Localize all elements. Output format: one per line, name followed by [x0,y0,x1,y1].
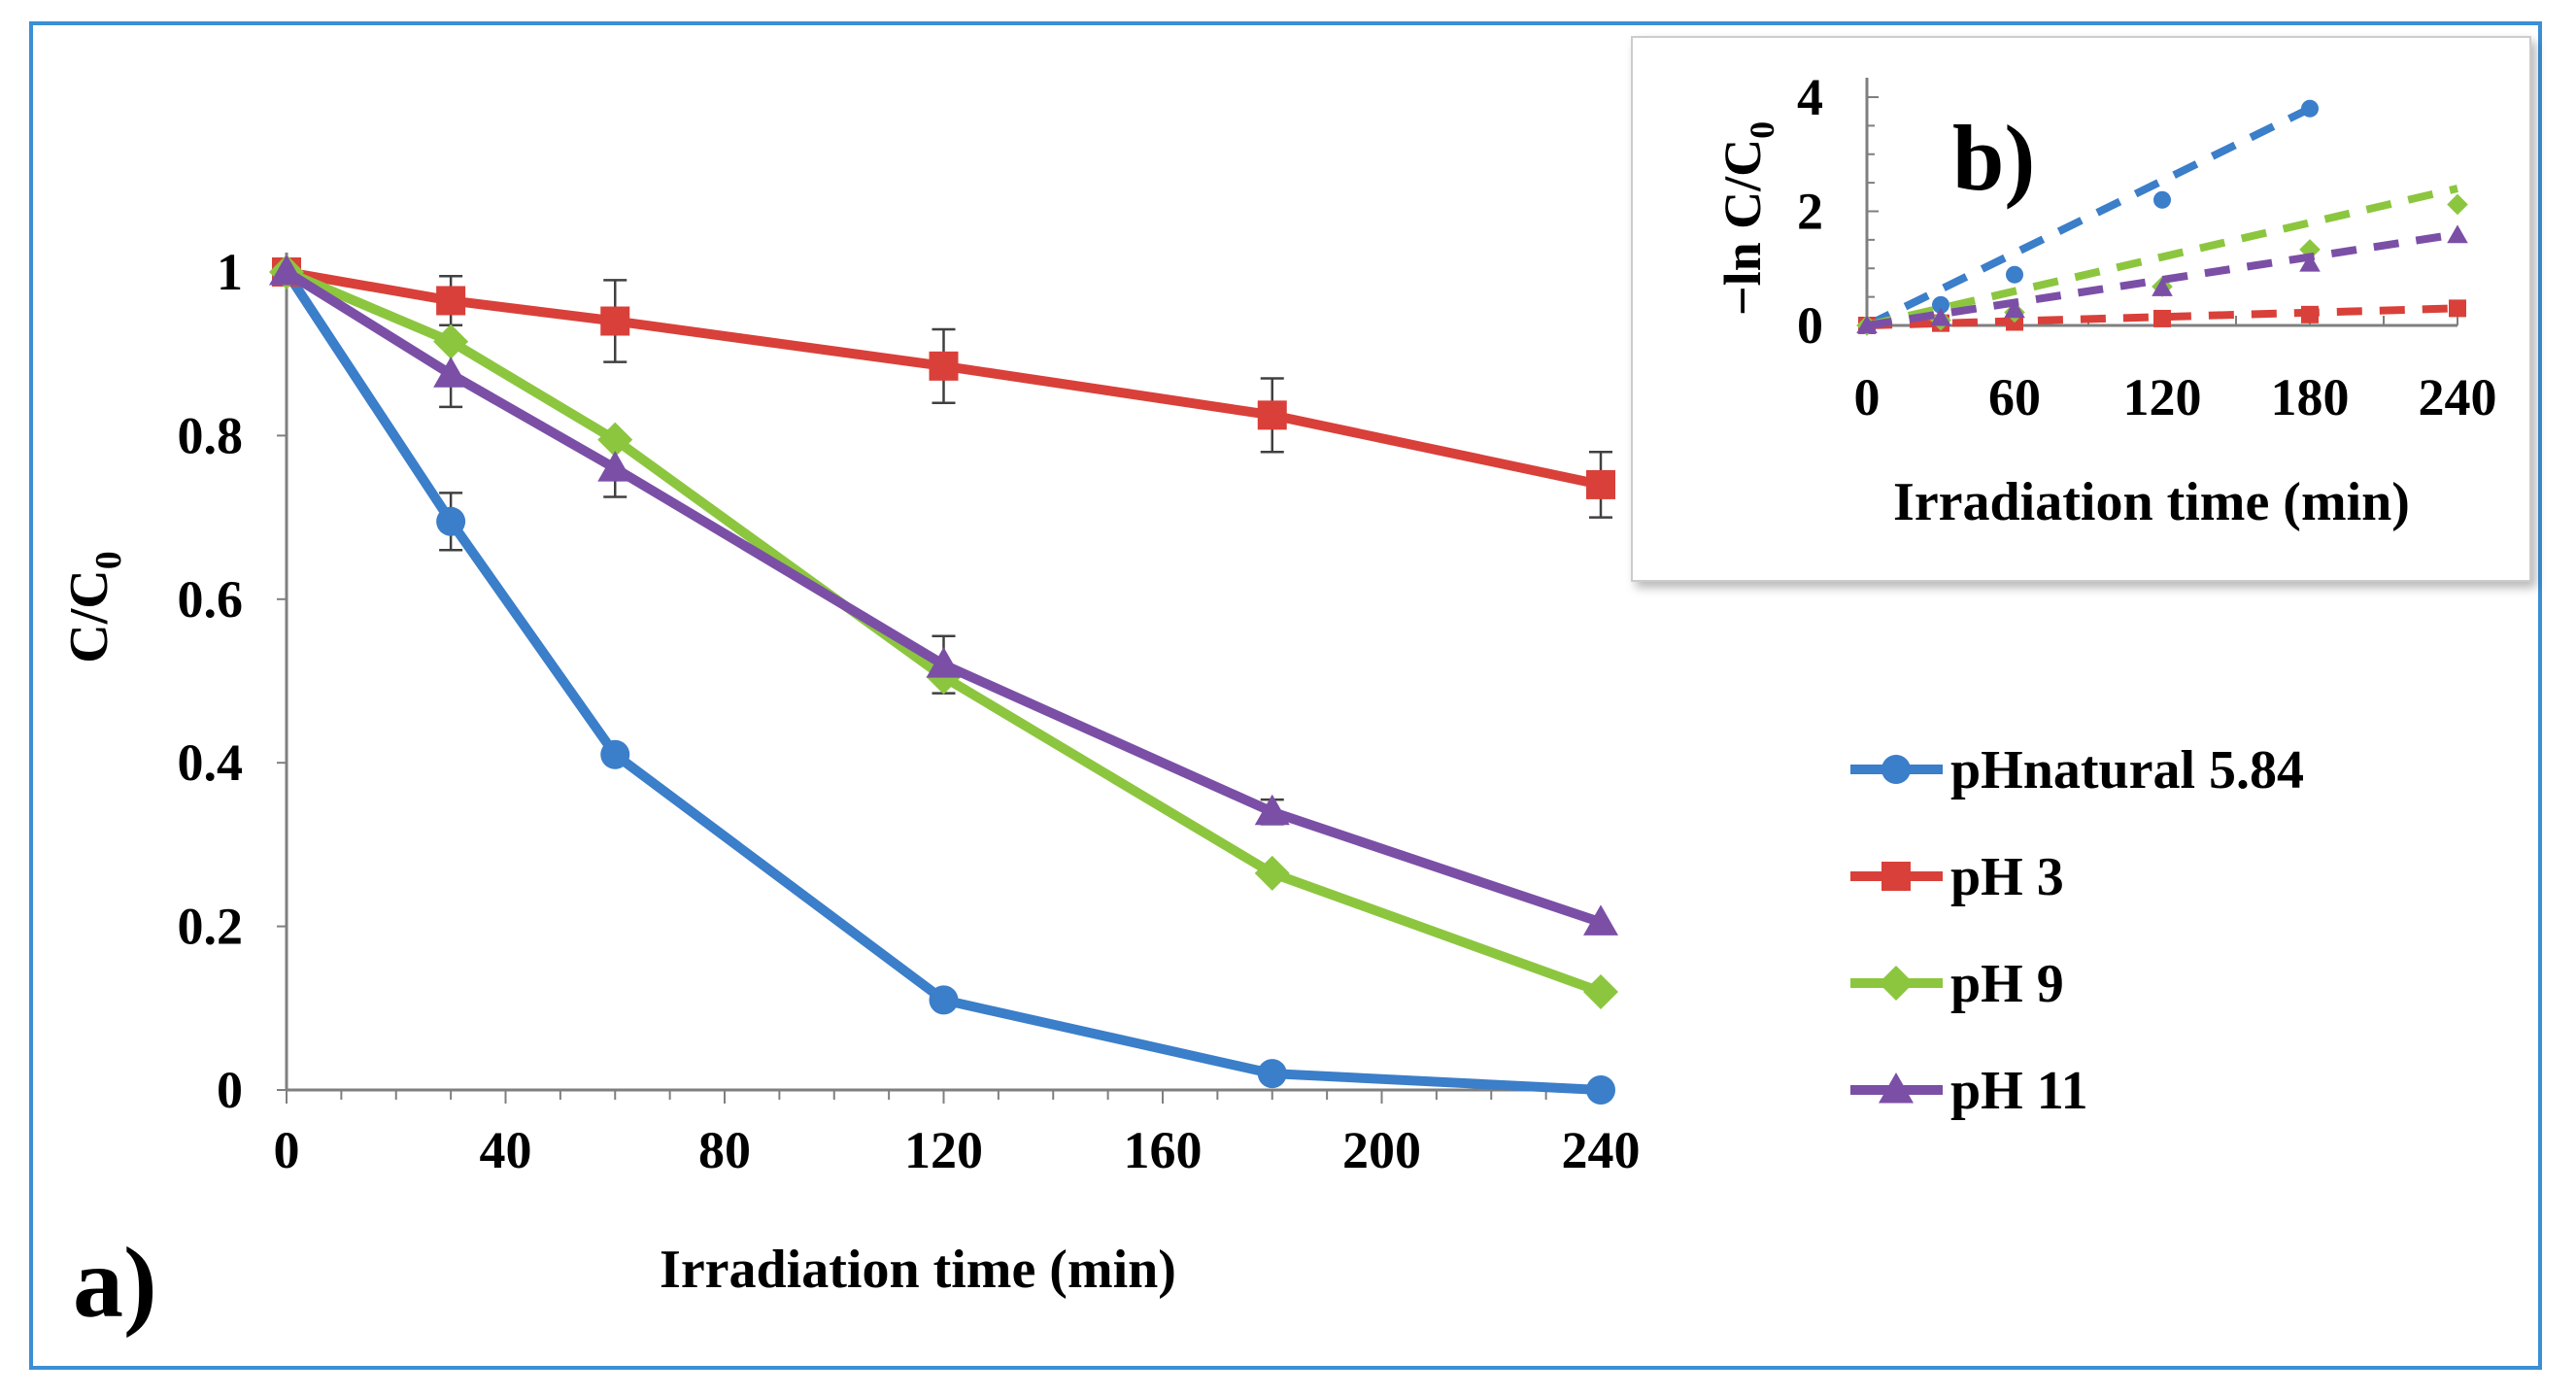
data-point-ph-9 [433,323,469,359]
inset-data-point-ph-3 [2449,299,2466,318]
panel-b-x-tick-label: 60 [1988,368,2041,426]
legend-item-phnatural-5-84: pHnatural 5.84 [1850,740,2304,800]
trendline-ph-9 [1866,185,2458,329]
inset-data-point-ph-3 [2301,305,2319,323]
panel-a-x-axis-label: Irradiation time (min) [660,1240,1176,1300]
data-point-phnatural-5-84 [1257,1059,1287,1089]
panel-a-x-tick-label: 40 [480,1121,532,1179]
data-point-ph-11 [269,255,304,286]
legend: pHnatural 5.84 pH 3 pH 9 pH 11 [1850,740,2304,1121]
legend-marker-phnatural-5-84 [1881,755,1911,784]
data-point-ph-3 [1257,400,1287,430]
legend-label-ph-9: pH 9 [1950,954,2064,1014]
panel-b-y-tick-label: 4 [1797,68,1823,126]
panel-a-x-tick-label: 0 [274,1121,300,1179]
data-point-ph-3 [436,286,466,316]
inset-data-point-phnatural-5-84 [2301,99,2319,118]
panel-a-label: a) [73,1227,157,1339]
panel-b-x-axis-label: Irradiation time (min) [1893,472,2410,532]
legend-item-ph-3: pH 3 [1850,847,2064,907]
data-point-ph-9 [1583,973,1618,1009]
legend-item-ph-9: pH 9 [1850,954,2064,1014]
data-point-ph-9 [1254,855,1290,891]
inset-data-point-ph-11 [2447,224,2468,244]
inset-data-point-phnatural-5-84 [2153,190,2171,209]
inset-data-point-ph-11 [1930,307,1951,326]
trendline-ph-3 [1866,304,2458,329]
panel-b-x-tick-label: 0 [1854,368,1881,426]
legend-marker-ph-11 [1879,1072,1914,1104]
data-point-ph-3 [600,306,630,336]
inset-data-point-phnatural-5-84 [1932,295,1949,314]
data-point-ph-11 [1583,904,1618,936]
panel-b-x-tick-label: 120 [2123,368,2202,426]
panel-b-x-tick-label: 240 [2419,368,2497,426]
panel-a-y-tick-label: 0.4 [178,733,244,792]
data-point-phnatural-5-84 [1586,1075,1615,1105]
panel-a-line-chart: 0 40 80 120 160 200 240 0 0.2 0.4 0.6 0.8 1 C/C0 Irr… [59,243,2304,1339]
panel-b-y-axis-label: −ln C/C0 [1713,121,1781,316]
panel-a-y-tick-label: 1 [217,243,243,301]
inset-data-point-ph-3 [2153,309,2171,327]
panel-a-y-tick-label: 0.8 [178,406,244,464]
data-point-ph-11 [926,647,962,678]
panel-a-x-tick-label: 240 [1562,1121,1641,1179]
panel-b-y-tick-label: 0 [1797,296,1823,355]
legend-item-ph-11: pH 11 [1850,1061,2088,1121]
panel-a-y-axis-label: C/C0 [59,551,129,663]
panel-b-label: b) [1952,106,2035,210]
legend-label-phnatural-5-84: pHnatural 5.84 [1950,740,2304,800]
legend-label-ph-11: pH 11 [1950,1061,2088,1121]
series-line-ph-3 [286,267,1603,490]
data-point-ph-11 [1254,794,1290,826]
panel-a-x-tick-label: 200 [1342,1121,1421,1179]
data-point-ph-3 [1586,469,1615,499]
data-point-ph-11 [433,357,469,388]
inset-data-point-phnatural-5-84 [2006,265,2023,284]
data-point-ph-11 [597,451,633,482]
data-point-ph-9 [597,422,633,458]
inset-data-point-ph-11 [1856,315,1878,334]
trendline-ph-11 [1866,230,2458,329]
legend-label-ph-3: pH 3 [1950,847,2064,907]
inset-data-point-ph-9 [2447,193,2468,216]
panel-b-inset-chart: 0 60 120 180 240 0 2 4 b) −ln C/C0 Irradiation … [1631,36,2531,582]
data-point-ph-3 [929,351,959,381]
inset-data-point-ph-11 [2152,278,2173,296]
panel-a-x-tick-label: 120 [904,1121,983,1179]
series-line-phnatural-5-84 [282,269,1602,1095]
panel-a-y-tick-label: 0 [217,1061,243,1119]
legend-marker-ph-3 [1881,862,1911,891]
data-point-phnatural-5-84 [436,506,466,536]
series-line-ph-9 [285,267,1603,997]
panel-a-y-tick-label: 0.6 [178,570,244,629]
inset-data-point-ph-11 [2299,253,2321,272]
panel-a-y-tick-label: 0.2 [178,898,244,956]
legend-marker-ph-9 [1879,966,1914,1001]
inset-data-point-ph-11 [2004,299,2025,319]
data-point-phnatural-5-84 [600,739,630,769]
series-line-ph-11 [284,267,1603,928]
panel-a-x-tick-label: 80 [698,1121,751,1179]
data-point-phnatural-5-84 [929,985,959,1015]
panel-b-x-tick-label: 180 [2271,368,2350,426]
panel-b-y-tick-label: 2 [1797,183,1823,241]
panel-a-x-tick-label: 160 [1124,1121,1203,1179]
figure-frame [29,21,2542,1370]
